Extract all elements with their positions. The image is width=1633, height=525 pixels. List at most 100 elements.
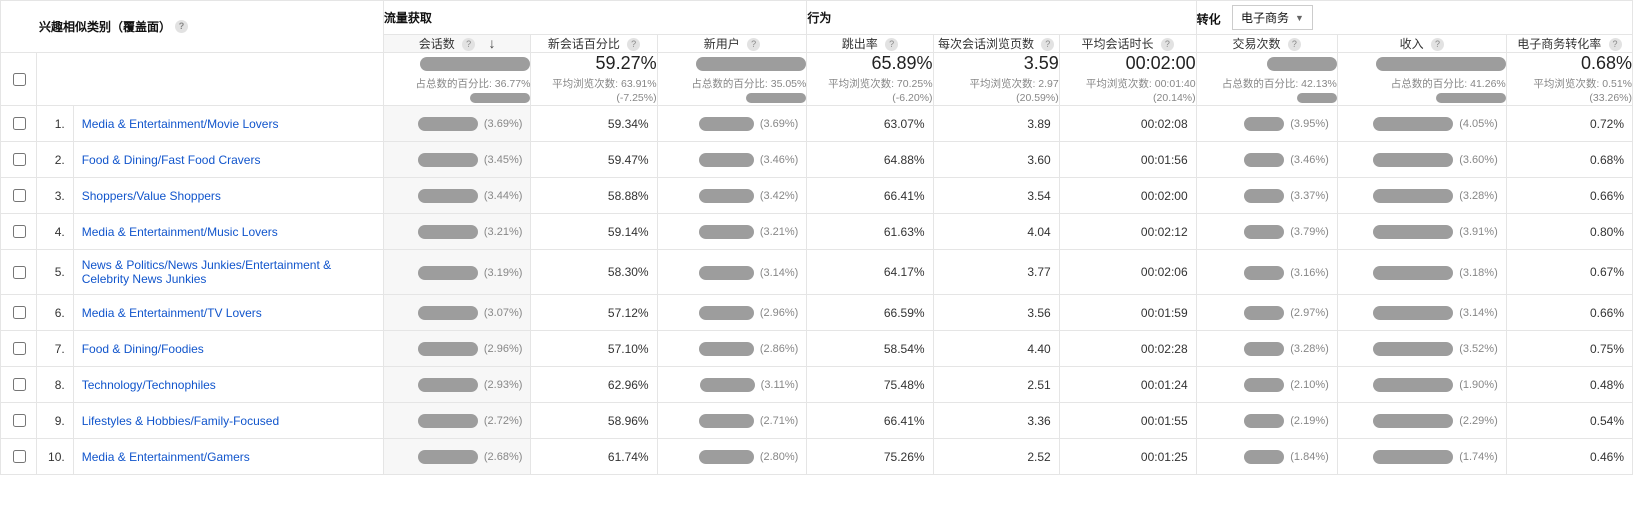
select-all-checkbox[interactable]	[13, 73, 26, 86]
affinity-category-link[interactable]: Shoppers/Value Shoppers	[73, 178, 383, 214]
redacted-value	[418, 342, 478, 356]
dimension-header-cell: 兴趣相似类别（覆盖面） ?	[1, 1, 384, 53]
cell-revenue: (3.14%)	[1337, 295, 1506, 331]
cell-ecom-rate: 0.46%	[1506, 439, 1632, 475]
cell-sessions: (2.93%)	[383, 367, 531, 403]
row-checkbox[interactable]	[13, 266, 26, 279]
help-icon[interactable]: ?	[175, 20, 188, 33]
affinity-category-link[interactable]: Food & Dining/Foodies	[73, 331, 383, 367]
cell-new-users: (2.71%)	[657, 403, 807, 439]
cell-pages: 3.89	[933, 106, 1059, 142]
row-checkbox[interactable]	[13, 117, 26, 130]
row-checkbox[interactable]	[13, 450, 26, 463]
cell-duration: 00:01:24	[1059, 367, 1196, 403]
help-icon[interactable]: ?	[627, 38, 640, 51]
affinity-category-link[interactable]: Media & Entertainment/Music Lovers	[73, 214, 383, 250]
cell-ecom-rate: 0.54%	[1506, 403, 1632, 439]
cell-bounce: 64.88%	[807, 142, 933, 178]
help-icon[interactable]: ?	[462, 38, 475, 51]
affinity-category-link[interactable]: Media & Entertainment/Movie Lovers	[73, 106, 383, 142]
help-icon[interactable]: ?	[747, 38, 760, 51]
affinity-category-link[interactable]: Lifestyles & Hobbies/Family-Focused	[73, 403, 383, 439]
row-index: 7.	[37, 331, 73, 367]
row-checkbox[interactable]	[13, 153, 26, 166]
cell-sessions: (2.68%)	[383, 439, 531, 475]
summary-new-session-pct: 59.27% 平均浏览次数: 63.91% (-7.25%)	[531, 53, 657, 106]
redacted-value	[699, 306, 754, 320]
col-pages-per-session[interactable]: 每次会话浏览页数 ?	[933, 35, 1059, 53]
summary-sessions: 占总数的百分比: 36.77%	[383, 53, 531, 106]
redacted-value	[1244, 153, 1284, 167]
cell-pages: 3.60	[933, 142, 1059, 178]
redacted-value	[1373, 414, 1453, 428]
sort-desc-icon: ↓	[488, 35, 495, 51]
redacted-value	[1373, 189, 1453, 203]
cell-new-session-pct: 59.14%	[531, 214, 657, 250]
help-icon[interactable]: ?	[1041, 38, 1054, 51]
row-index: 10.	[37, 439, 73, 475]
affinity-category-link[interactable]: News & Politics/News Junkies/Entertainme…	[73, 250, 383, 295]
row-index: 3.	[37, 178, 73, 214]
affinity-category-link[interactable]: Media & Entertainment/TV Lovers	[73, 295, 383, 331]
help-icon[interactable]: ?	[885, 38, 898, 51]
cell-sessions: (2.72%)	[383, 403, 531, 439]
conversion-segment-selector[interactable]: 电子商务 ▼	[1232, 5, 1313, 30]
cell-sessions: (3.19%)	[383, 250, 531, 295]
col-avg-session-duration[interactable]: 平均会话时长 ?	[1059, 35, 1196, 53]
cell-new-users: (3.11%)	[657, 367, 807, 403]
cell-pages: 4.40	[933, 331, 1059, 367]
cell-new-session-pct: 58.96%	[531, 403, 657, 439]
redacted-value	[699, 117, 754, 131]
redacted-value	[418, 450, 478, 464]
cell-new-session-pct: 58.30%	[531, 250, 657, 295]
cell-new-session-pct: 57.12%	[531, 295, 657, 331]
row-checkbox[interactable]	[13, 225, 26, 238]
col-revenue[interactable]: 收入 ?	[1337, 35, 1506, 53]
cell-new-session-pct: 58.88%	[531, 178, 657, 214]
cell-transactions: (2.97%)	[1196, 295, 1337, 331]
help-icon[interactable]: ?	[1288, 38, 1301, 51]
redacted-value	[699, 450, 754, 464]
cell-duration: 00:02:12	[1059, 214, 1196, 250]
cell-bounce: 75.48%	[807, 367, 933, 403]
cell-new-session-pct: 61.74%	[531, 439, 657, 475]
cell-new-session-pct: 57.10%	[531, 331, 657, 367]
col-sessions[interactable]: 会话数 ? ↓	[383, 35, 531, 53]
redacted-value	[1373, 306, 1453, 320]
cell-ecom-rate: 0.66%	[1506, 295, 1632, 331]
col-ecommerce-rate[interactable]: 电子商务转化率 ?	[1506, 35, 1632, 53]
affinity-category-link[interactable]: Food & Dining/Fast Food Cravers	[73, 142, 383, 178]
cell-duration: 00:01:56	[1059, 142, 1196, 178]
col-bounce-rate[interactable]: 跳出率 ?	[807, 35, 933, 53]
cell-revenue: (3.18%)	[1337, 250, 1506, 295]
row-checkbox[interactable]	[13, 189, 26, 202]
row-checkbox[interactable]	[13, 378, 26, 391]
affinity-category-link[interactable]: Technology/Technophiles	[73, 367, 383, 403]
cell-duration: 00:01:59	[1059, 295, 1196, 331]
caret-down-icon: ▼	[1295, 13, 1304, 23]
help-icon[interactable]: ?	[1431, 38, 1444, 51]
row-index: 6.	[37, 295, 73, 331]
cell-new-users: (2.80%)	[657, 439, 807, 475]
affinity-category-link[interactable]: Media & Entertainment/Gamers	[73, 439, 383, 475]
redacted-value	[1376, 57, 1506, 71]
redacted-value	[1297, 93, 1337, 103]
redacted-value	[1244, 378, 1284, 392]
table-row: 3.Shoppers/Value Shoppers(3.44%)58.88%(3…	[1, 178, 1633, 214]
col-new-session-pct[interactable]: 新会话百分比 ?	[531, 35, 657, 53]
cell-revenue: (3.28%)	[1337, 178, 1506, 214]
col-transactions[interactable]: 交易次数 ?	[1196, 35, 1337, 53]
redacted-value	[1373, 225, 1453, 239]
col-new-users[interactable]: 新用户 ?	[657, 35, 807, 53]
affinity-report-table: 兴趣相似类别（覆盖面） ? 流量获取 行为 转化 电子商务 ▼ 会话数 ? ↓ …	[0, 0, 1633, 475]
cell-pages: 3.56	[933, 295, 1059, 331]
row-checkbox[interactable]	[13, 342, 26, 355]
row-checkbox[interactable]	[13, 414, 26, 427]
row-index: 4.	[37, 214, 73, 250]
help-icon[interactable]: ?	[1161, 38, 1174, 51]
redacted-value	[420, 57, 530, 71]
cell-duration: 00:02:28	[1059, 331, 1196, 367]
row-checkbox[interactable]	[13, 306, 26, 319]
help-icon[interactable]: ?	[1609, 38, 1622, 51]
redacted-value	[1244, 414, 1284, 428]
